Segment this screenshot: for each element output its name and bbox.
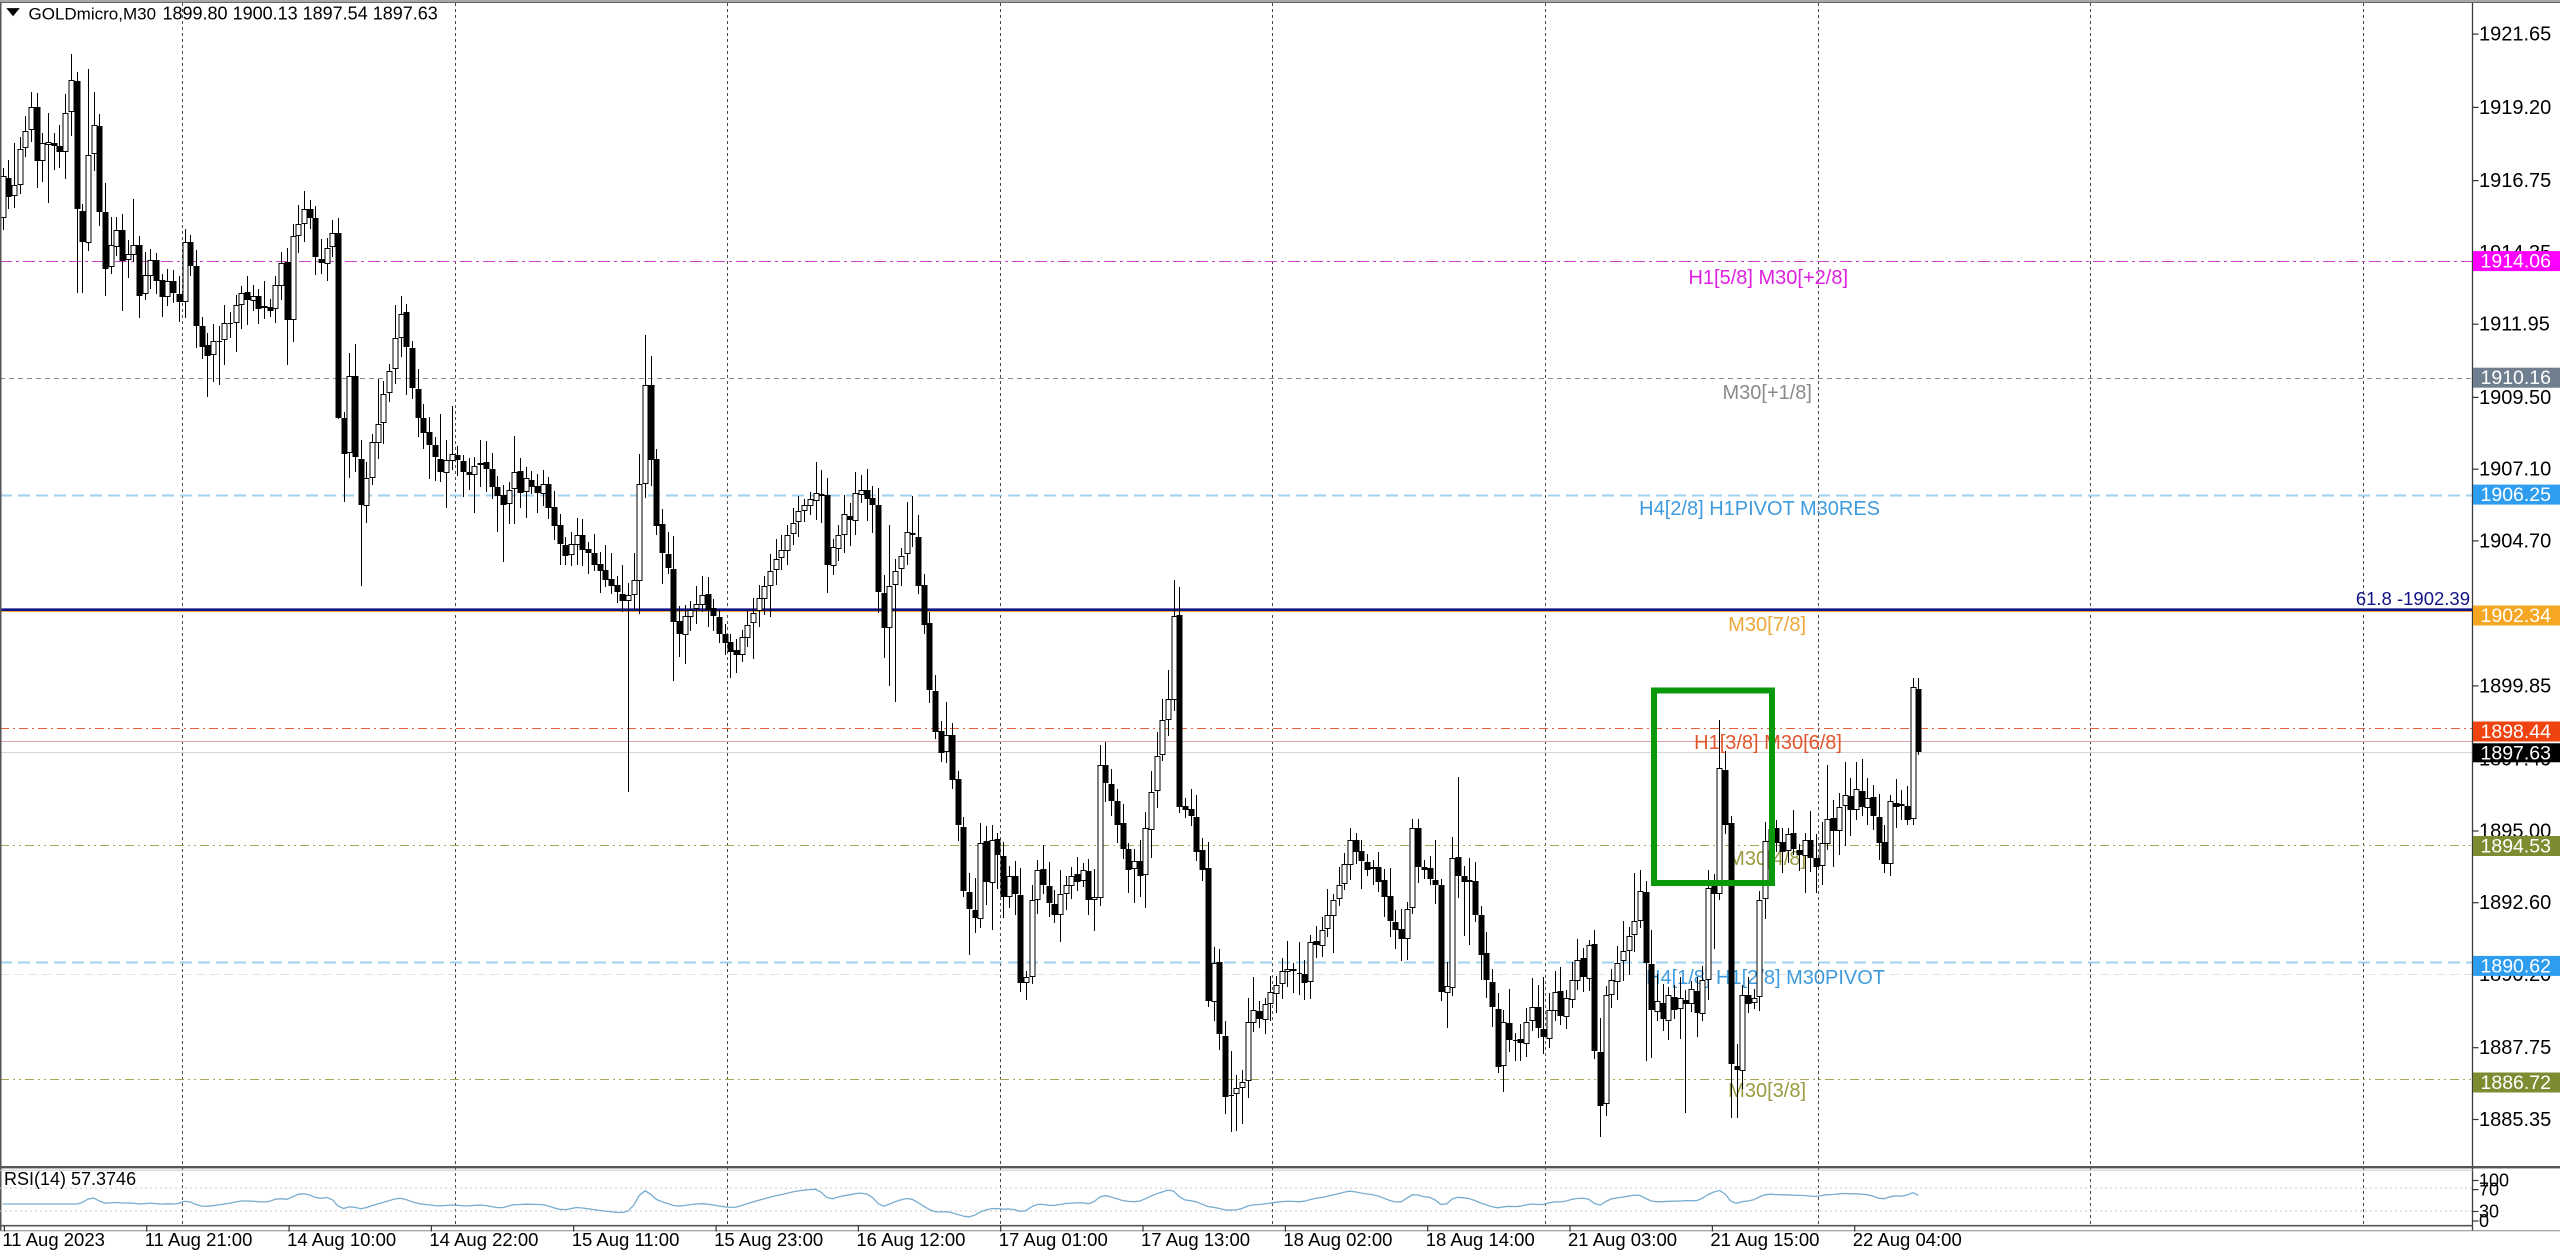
svg-text:M30[3/8]: M30[3/8] [1728,1080,1806,1102]
svg-text:17 Aug 13:00: 17 Aug 13:00 [1141,1229,1250,1250]
svg-text:1906.25: 1906.25 [2481,484,2552,506]
svg-text:1890.62: 1890.62 [2481,955,2552,977]
svg-text:21 Aug 03:00: 21 Aug 03:00 [1568,1229,1677,1250]
svg-text:1894.53: 1894.53 [2481,836,2552,858]
svg-text:21 Aug 15:00: 21 Aug 15:00 [1710,1229,1819,1250]
svg-text:1902.34: 1902.34 [2481,605,2552,627]
svg-text:100: 100 [2479,1171,2509,1191]
svg-text:1897.63: 1897.63 [2481,742,2552,764]
svg-text:1898.44: 1898.44 [2481,721,2552,743]
svg-text:1919.20: 1919.20 [2479,97,2551,119]
svg-text:1910.16: 1910.16 [2481,367,2552,389]
svg-text:61.8 -1902.39: 61.8 -1902.39 [2356,588,2470,609]
svg-text:1892.60: 1892.60 [2479,892,2551,914]
svg-text:1916.75: 1916.75 [2479,170,2551,192]
svg-text:14 Aug 22:00: 14 Aug 22:00 [429,1229,538,1250]
svg-text:22 Aug 04:00: 22 Aug 04:00 [1853,1229,1962,1250]
svg-text:1914.06: 1914.06 [2481,251,2552,273]
svg-text:M30[+1/8]: M30[+1/8] [1722,382,1812,404]
svg-text:0: 0 [2479,1211,2489,1231]
svg-text:15 Aug 23:00: 15 Aug 23:00 [714,1229,823,1250]
svg-text:H1[5/8] M30[+2/8]: H1[5/8] M30[+2/8] [1688,267,1848,289]
svg-text:1907.10: 1907.10 [2479,459,2551,481]
svg-text:H4[2/8] H1PIVOT M30RES: H4[2/8] H1PIVOT M30RES [1639,498,1880,520]
svg-text:1885.35: 1885.35 [2479,1109,2551,1131]
svg-text:70: 70 [2479,1180,2499,1200]
svg-text:GOLDmicro,M30: GOLDmicro,M30 [29,5,157,24]
svg-text:1904.70: 1904.70 [2479,530,2551,552]
svg-text:1886.72: 1886.72 [2481,1072,2552,1094]
svg-text:1921.65: 1921.65 [2479,24,2551,46]
svg-text:11 Aug 21:00: 11 Aug 21:00 [145,1229,253,1250]
svg-text:1887.75: 1887.75 [2479,1037,2551,1059]
svg-text:18 Aug 02:00: 18 Aug 02:00 [1283,1229,1392,1250]
svg-text:1899.80 1900.13 1897.54 1897.6: 1899.80 1900.13 1897.54 1897.63 [163,4,438,24]
svg-text:30: 30 [2479,1202,2499,1222]
svg-text:17 Aug 01:00: 17 Aug 01:00 [999,1229,1108,1250]
svg-text:H4[1/8] H1[2/8] M30PIVOT: H4[1/8] H1[2/8] M30PIVOT [1646,967,1885,989]
svg-text:M30[7/8]: M30[7/8] [1728,614,1806,636]
svg-text:H1[3/8] M30[6/8]: H1[3/8] M30[6/8] [1694,732,1842,754]
svg-text:16 Aug 12:00: 16 Aug 12:00 [856,1229,965,1250]
svg-text:18 Aug 14:00: 18 Aug 14:00 [1426,1229,1535,1250]
svg-text:1911.95: 1911.95 [2479,314,2550,336]
svg-text:1909.50: 1909.50 [2479,387,2551,409]
svg-text:11 Aug 2023: 11 Aug 2023 [2,1229,105,1250]
svg-text:1899.85: 1899.85 [2479,675,2551,697]
svg-text:15 Aug 11:00: 15 Aug 11:00 [572,1229,680,1250]
svg-text:RSI(14) 57.3746: RSI(14) 57.3746 [4,1169,136,1189]
svg-text:14 Aug 10:00: 14 Aug 10:00 [287,1229,396,1250]
